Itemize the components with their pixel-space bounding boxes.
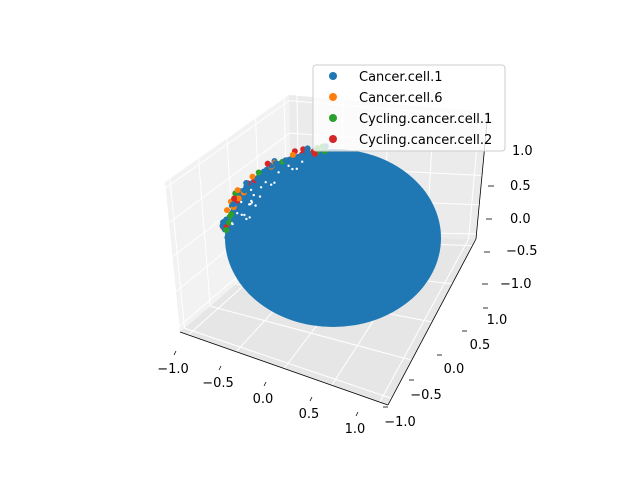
gap-point (248, 216, 251, 219)
series-3-point (231, 195, 238, 202)
legend-marker (329, 72, 337, 80)
x-tick-label: 0.0 (253, 392, 274, 407)
series-2-point (226, 219, 232, 226)
series-0-hull (225, 149, 441, 327)
gap-point (236, 212, 239, 215)
legend-marker (329, 114, 337, 122)
series-2-point (223, 227, 230, 233)
legend-entry: Cycling.cancer.cell.1 (329, 112, 492, 127)
series-0-point (282, 157, 289, 164)
grid-line (379, 238, 470, 403)
x-tick (355, 411, 359, 417)
gap-point (287, 164, 290, 167)
gap-point (264, 181, 267, 184)
legend-entry: Cycling.cancer.cell.2 (329, 133, 492, 148)
series-0-point (220, 219, 227, 226)
x-tick-label: −0.5 (202, 376, 234, 391)
x-tick-label: −1.0 (157, 362, 189, 377)
gap-point (230, 222, 234, 225)
gap-point (295, 167, 298, 170)
z-tick-label: −1.0 (500, 277, 532, 292)
series-0-point (263, 166, 270, 173)
x-tick-labels: −1.0 −0.5 0.0 0.5 1.0 (157, 362, 365, 437)
series-1-point (224, 207, 230, 214)
legend-frame (312, 64, 506, 152)
z-tick-labels: −1.0 −0.5 0.0 0.5 1.0 (500, 144, 538, 292)
legend-label: Cycling.cancer.cell.1 (359, 112, 492, 127)
legend-marker (329, 93, 337, 101)
y-tick-label: 0.0 (444, 362, 465, 377)
series-2-point (255, 169, 262, 176)
x-tick-label: 1.0 (345, 422, 366, 437)
gap-point (254, 204, 257, 207)
series-3-point (264, 160, 271, 167)
gap-point (277, 171, 280, 174)
series-1-point (249, 173, 256, 180)
gap-point (250, 199, 253, 203)
gap-point (252, 193, 255, 197)
legend-marker (329, 135, 337, 143)
gap-point (273, 181, 276, 184)
gap-point (243, 213, 246, 217)
z-tick-label: 0.0 (510, 212, 531, 227)
gap-point (249, 188, 253, 192)
legend-label: Cancer.cell.6 (359, 91, 442, 106)
gap-point (259, 186, 263, 189)
y-axis-line (387, 238, 477, 406)
series-0-point (224, 234, 231, 241)
y-tick-label: 1.0 (487, 313, 508, 328)
x-tick (173, 350, 177, 356)
series-0-point (254, 176, 261, 183)
series-0-point (230, 201, 237, 208)
x-tick (309, 396, 313, 402)
legend-label: Cycling.cancer.cell.2 (359, 133, 492, 148)
y-tick-label: −1.0 (384, 415, 416, 430)
y-tick-label: −0.5 (410, 388, 442, 403)
legend-entry: Cancer.cell.1 (329, 70, 442, 85)
z-tick-label: 0.5 (510, 179, 531, 194)
gap-point (245, 217, 248, 221)
legend-entry: Cancer.cell.6 (329, 91, 442, 106)
gap-point (249, 202, 252, 206)
series-1-point (234, 187, 241, 194)
scatter-points (219, 143, 441, 327)
legend-label: Cancer.cell.1 (359, 70, 442, 85)
series-1-point (235, 195, 242, 202)
x-tick-label: 0.5 (299, 407, 320, 422)
z-tick-label: −0.5 (506, 244, 538, 259)
y-tick-labels: −1.0 −0.5 0.0 0.5 1.0 (384, 313, 507, 430)
z-tick-label: 1.0 (512, 144, 533, 159)
series-3-point (311, 150, 318, 157)
gap-point (240, 200, 243, 204)
gap-point (291, 167, 294, 171)
x-axis-line (179, 331, 389, 406)
x-tick (263, 381, 267, 387)
gap-point (270, 183, 273, 186)
gap-point (258, 195, 262, 198)
series-1-point (289, 151, 296, 158)
x-tick (218, 365, 222, 371)
gap-point (240, 213, 243, 216)
series-0-point (299, 152, 306, 159)
series-0-point (304, 145, 311, 152)
series-0-point (241, 187, 248, 194)
series-0-point (273, 160, 279, 167)
y-tick-label: 0.5 (470, 338, 491, 353)
series-0-point (243, 180, 250, 186)
legend: Cancer.cell.1 Cancer.cell.6 Cycling.canc… (312, 64, 506, 152)
gap-point (301, 160, 304, 163)
